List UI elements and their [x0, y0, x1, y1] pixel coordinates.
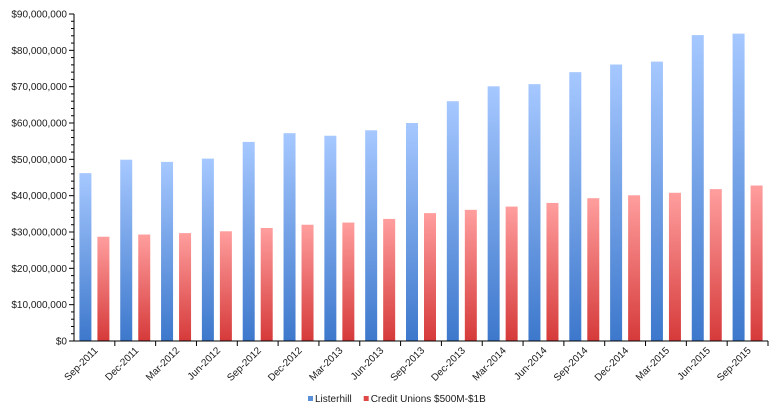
- legend-swatch: [363, 396, 369, 401]
- y-tick-label: $50,000,000: [11, 155, 67, 166]
- legend-item-listerhill: Listerhill: [308, 394, 352, 405]
- bar-listerhill: [610, 64, 623, 342]
- bar-credit-unions: [219, 231, 232, 341]
- y-tick-label: $10,000,000: [11, 300, 67, 311]
- bar-listerhill: [446, 101, 459, 341]
- y-tick-label: $90,000,000: [11, 10, 67, 21]
- legend: Listerhill Credit Unions $500M-$1B: [308, 394, 486, 405]
- bar-listerhill: [283, 133, 296, 341]
- bar-credit-unions: [587, 198, 600, 341]
- legend-item-credit-unions: Credit Unions $500M-$1B: [363, 394, 486, 405]
- y-tick-label: $40,000,000: [11, 191, 67, 202]
- bar-credit-unions: [179, 233, 192, 341]
- bar-listerhill: [650, 61, 663, 341]
- bar-listerhill: [242, 141, 255, 341]
- legend-label: Listerhill: [315, 394, 352, 405]
- bar-listerhill: [120, 159, 133, 341]
- x-tick-label: Sep-2015: [715, 345, 754, 384]
- y-tick-label: $30,000,000: [11, 228, 67, 239]
- bar-listerhill: [528, 84, 541, 341]
- bar-credit-unions: [260, 228, 273, 341]
- legend-label: Credit Unions $500M-$1B: [371, 394, 486, 405]
- x-tick-label: Mar-2014: [471, 345, 509, 383]
- bar-credit-unions: [668, 192, 681, 341]
- bar-credit-unions: [383, 218, 396, 341]
- x-tick-label: Sep-2011: [63, 345, 101, 383]
- x-tick-label: Mar-2013: [307, 345, 345, 383]
- x-tick-label: Dec-2011: [103, 345, 141, 383]
- x-tick-label: Sep-2014: [552, 345, 591, 384]
- x-tick-label: Dec-2012: [266, 345, 305, 384]
- x-axis: Sep-2011 Dec-2011 Mar-2012 Jun-2012 Sep-2012…: [63, 340, 769, 384]
- bar-credit-unions: [97, 236, 110, 341]
- bar-credit-unions: [505, 206, 518, 341]
- y-tick-label: $20,000,000: [11, 264, 67, 275]
- bar-listerhill: [324, 135, 337, 341]
- bar-listerhill: [732, 33, 745, 342]
- y-tick-label: $70,000,000: [11, 82, 67, 93]
- x-tick-label: Dec-2013: [430, 345, 469, 384]
- bar-credit-unions: [424, 213, 436, 341]
- y-axis: $0 $10,000,000 $20,000,000 $30,000,000 $40,0…: [11, 10, 75, 348]
- y-tick-label: $0: [56, 337, 68, 348]
- x-tick-label: Jun-2013: [349, 345, 387, 383]
- x-tick-label: Jun-2014: [512, 345, 550, 383]
- x-tick-label: Sep-2012: [225, 345, 264, 384]
- bar-credit-unions: [628, 195, 641, 341]
- x-tick-label: Dec-2014: [593, 345, 632, 384]
- bar-credit-unions: [750, 185, 763, 341]
- bar-credit-unions: [709, 189, 722, 341]
- bar-credit-unions: [342, 222, 355, 341]
- bar-listerhill: [201, 158, 214, 341]
- x-tick-label: Jun-2015: [676, 345, 714, 383]
- y-tick-label: $80,000,000: [11, 46, 67, 57]
- bar-credit-unions: [301, 224, 314, 341]
- bar-credit-unions: [138, 234, 151, 341]
- y-tick-label: $60,000,000: [11, 119, 67, 130]
- bar-listerhill: [487, 86, 500, 341]
- x-tick-label: Sep-2013: [389, 345, 428, 384]
- bar-listerhill: [79, 173, 92, 341]
- bar-listerhill: [691, 35, 704, 341]
- bar-listerhill: [365, 130, 378, 341]
- bar-listerhill: [161, 161, 174, 341]
- legend-swatch: [308, 396, 313, 401]
- x-tick-label: Mar-2015: [634, 345, 672, 383]
- bar-credit-unions: [464, 209, 477, 341]
- bar-credit-unions: [546, 202, 559, 341]
- bar-listerhill: [406, 123, 418, 341]
- bars-group: [79, 33, 763, 342]
- x-tick-label: Mar-2012: [144, 345, 182, 383]
- bar-listerhill: [569, 72, 582, 341]
- x-tick-label: Jun-2012: [186, 345, 224, 383]
